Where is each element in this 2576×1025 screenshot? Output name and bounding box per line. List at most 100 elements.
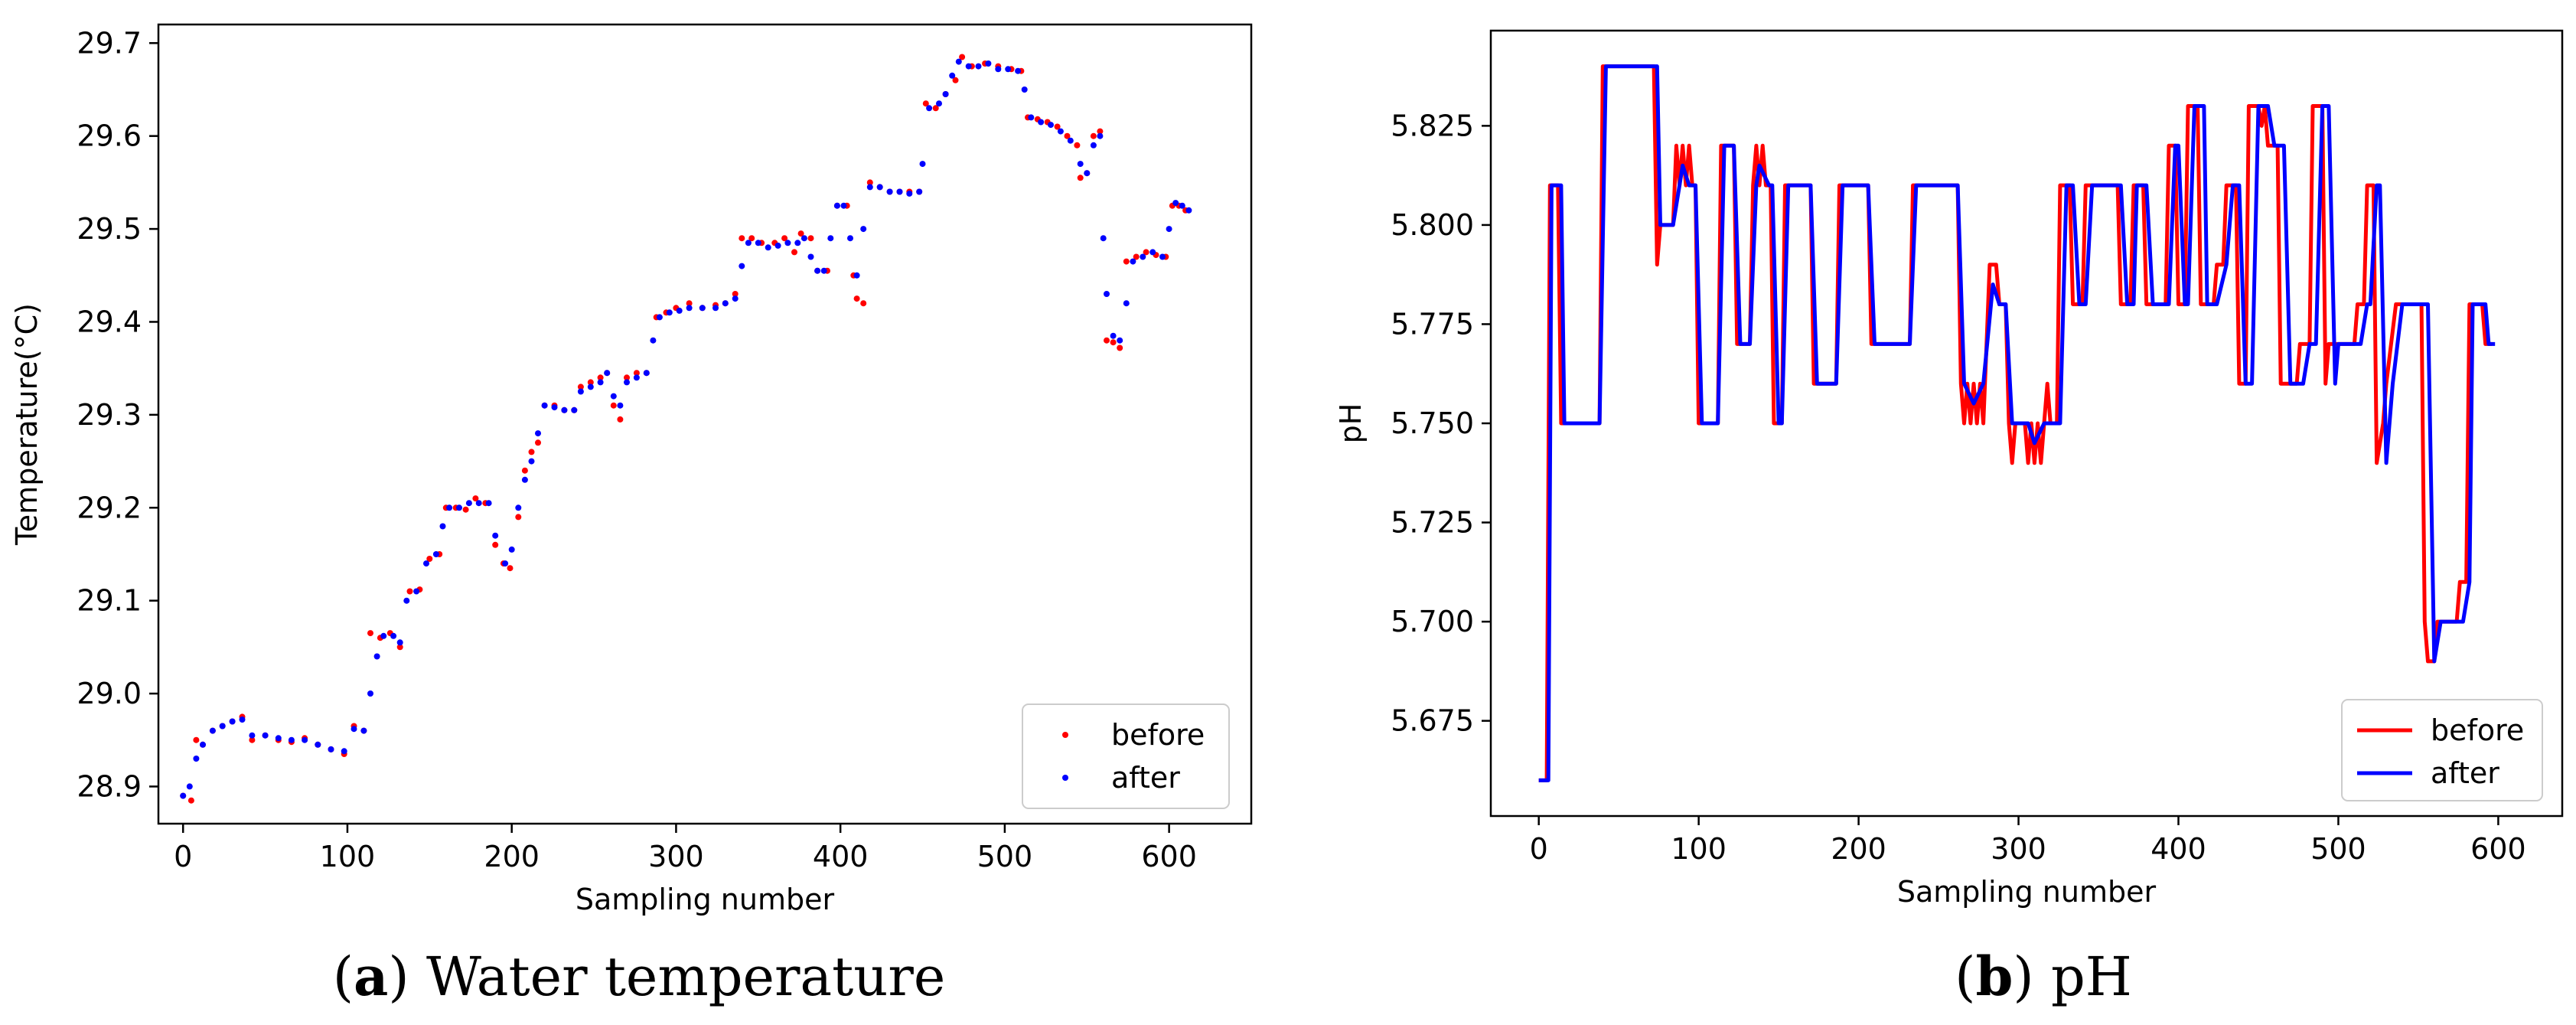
panel-ph: 0 100 200 300 400 500 600 5.675 5.700 5.725 5.750 5… [1334,29,2564,1008]
data-point-after [465,500,472,507]
data-point-after [807,253,814,260]
x-axis-label: Sampling number [1897,875,2157,909]
x-axis-label: Sampling number [576,883,835,916]
data-point-after [1149,249,1156,256]
data-point-after [1057,128,1064,135]
data-point-after [403,597,410,604]
data-point-after [876,184,883,191]
data-point-after [814,267,821,274]
data-point-after [439,523,446,530]
data-point-after [328,746,334,752]
caption-letter: b [1975,945,2013,1008]
data-point-after [633,374,640,381]
x-tick-label: 500 [2310,832,2366,866]
data-point-before [528,449,535,455]
y-tick-label: 29.7 [77,26,142,60]
y-tick-label: 5.700 [1391,605,1474,638]
data-point-before [507,565,514,572]
data-point-before [367,630,373,637]
data-point-after [745,240,752,246]
caption-text: Water temperature [426,945,945,1008]
data-point-before [797,230,804,237]
data-point-after [1021,87,1028,93]
data-point-after [229,718,236,725]
panel-caption: (b) pH [1955,945,2132,1008]
data-point-before [1133,253,1140,260]
data-point-after [1123,300,1130,307]
data-point-after [1104,291,1110,297]
data-point-before [860,300,867,307]
panel-caption: (a) Water temperature [333,945,946,1008]
data-point-after [774,242,781,249]
plot-frame [157,23,1253,825]
data-point-after [1067,137,1074,144]
x-tick-label: 300 [1991,832,2046,866]
data-point-after [610,393,617,400]
data-point-after [827,235,834,242]
data-point-after [492,532,499,539]
data-point-before [791,249,797,256]
data-point-after [515,504,522,511]
data-point-after [485,500,492,507]
data-point-after [341,748,347,755]
data-point-after [200,741,206,748]
data-point-after [1159,253,1166,260]
legend-box [2341,699,2543,801]
data-point-after [396,639,403,646]
data-point-before [959,54,966,60]
data-point-before [396,644,403,651]
data-point-after [456,504,462,511]
data-point-after [739,263,745,269]
data-point-before [624,374,630,381]
data-point-before [462,506,469,513]
data-point-before [853,295,860,302]
data-point-before [1074,142,1081,149]
data-point-before [1104,337,1110,344]
data-point-after [686,305,693,312]
data-point-after [794,240,801,246]
data-point-after [975,63,982,70]
data-point-after [288,736,295,743]
x-tick-label: 400 [2150,832,2206,866]
data-point-after [432,551,439,557]
y-tick-label: 29.4 [77,305,142,338]
data-point-after [801,235,807,242]
x-tick-label: 0 [174,840,192,873]
data-point-after [502,560,509,567]
data-point-after [755,240,761,246]
data-point-before [587,379,594,386]
y-tick-label: 5.750 [1391,406,1474,440]
data-point-after [699,305,706,312]
data-point-after [186,783,193,790]
y-tick-label: 5.800 [1391,208,1474,242]
data-point-after [275,735,282,742]
legend-label-after: after [2431,756,2499,790]
data-point-after [847,235,853,242]
data-point-before [732,291,739,297]
data-point-before [187,797,194,804]
data-point-after [1172,200,1179,207]
data-point-before [577,384,584,390]
data-point-after [1166,226,1172,233]
series-before [180,54,1189,804]
data-point-before [617,416,624,423]
data-point-after [765,244,771,251]
series-after [180,58,1192,799]
data-point-after [597,379,604,386]
legend-box [1022,703,1230,809]
data-point-after [446,504,453,511]
x-tick-label: 600 [2470,832,2526,866]
data-point-before [633,370,640,377]
data-point-before [521,467,528,474]
y-tick-label: 29.6 [77,119,142,153]
x-tick-label: 100 [1671,832,1727,866]
data-point-before [1123,258,1130,265]
data-point-after [1015,67,1022,74]
data-point-after [965,63,972,70]
legend-label-after: after [1111,761,1180,795]
legend: before after [1022,703,1230,809]
data-point-after [1090,142,1097,149]
data-point-after [624,379,630,386]
data-point-after [1130,258,1136,265]
